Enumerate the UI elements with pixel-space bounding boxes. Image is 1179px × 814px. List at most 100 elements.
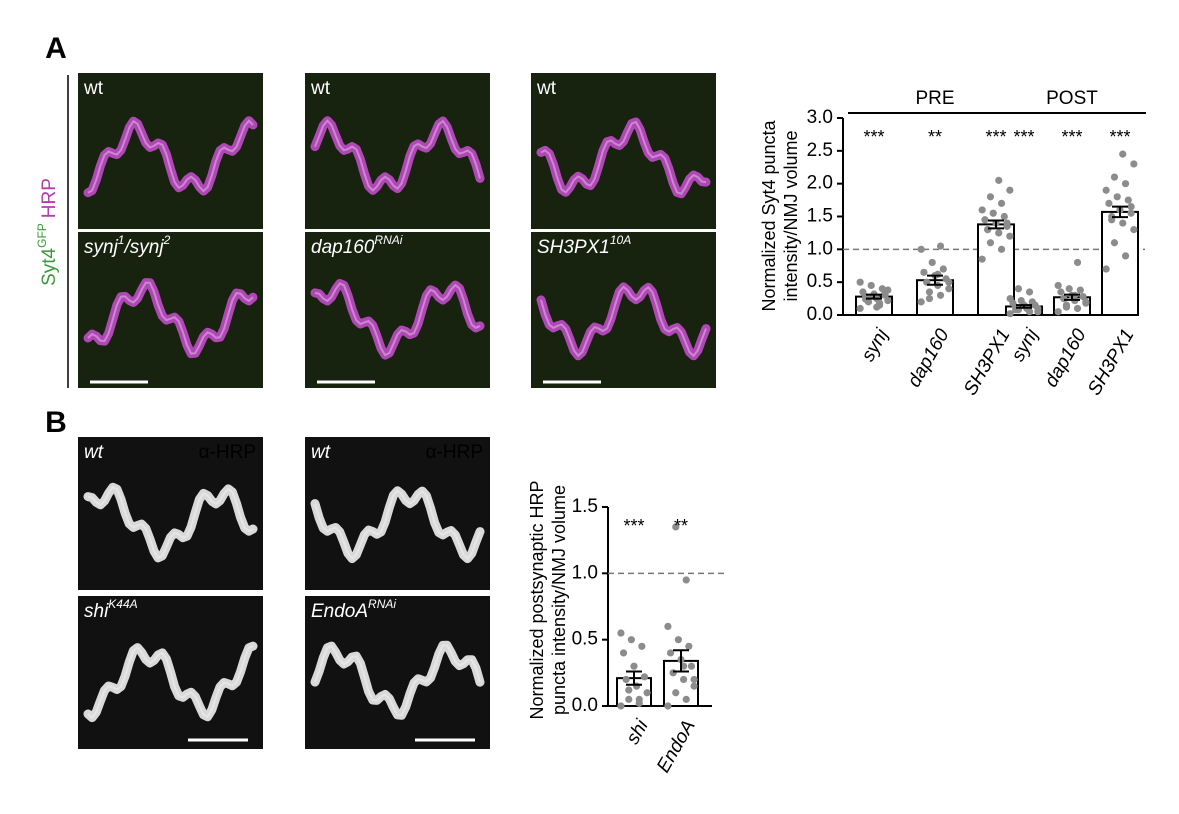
- data-point: [856, 304, 864, 313]
- neuron-core: [314, 489, 481, 561]
- data-point: [1065, 285, 1073, 293]
- image-bg: [78, 437, 263, 590]
- data-point: [1130, 160, 1138, 168]
- error-bar: [1112, 205, 1128, 219]
- data-point: [995, 229, 1003, 237]
- error-bar: [1016, 304, 1032, 309]
- y-tick-label: 1.5: [807, 206, 833, 227]
- data-point: [672, 523, 680, 531]
- data-point: [1102, 265, 1110, 273]
- data-point: [978, 206, 986, 214]
- error-bar: [866, 293, 882, 300]
- neuron-core: [314, 644, 481, 717]
- x-tick-label: synj: [858, 325, 893, 365]
- data-point: [997, 245, 1006, 253]
- significance: **: [674, 516, 688, 536]
- x-tick-label: EndoA: [653, 717, 700, 777]
- neuron-core: [87, 645, 254, 720]
- data-point: [627, 636, 635, 644]
- y-label-line: intensity/NMJ volume: [781, 130, 801, 301]
- image-label: SH3PX110A: [537, 233, 631, 258]
- data-point: [989, 209, 997, 217]
- data-point: [925, 288, 934, 296]
- neuron-core: [87, 119, 254, 194]
- y-label-line: Normalized postsynaptic HRP: [527, 480, 547, 719]
- label-sup: RNAi: [368, 597, 396, 611]
- neuron: [83, 482, 258, 563]
- image-label: wt: [84, 442, 104, 463]
- label-text: SH3PX1: [537, 237, 610, 258]
- data-point: [635, 695, 643, 703]
- data-point: [1073, 304, 1082, 313]
- y-axis-label: Normalized Syt4 puncta intensity/NMJ volu…: [759, 119, 801, 311]
- y-tick-label: 0.0: [807, 304, 833, 325]
- image-bg: [531, 73, 716, 229]
- data-point: [1110, 173, 1119, 181]
- image-label: wt: [310, 78, 331, 99]
- error-bar: [988, 219, 1004, 230]
- data-point: [1000, 212, 1008, 221]
- neuron: [310, 279, 485, 360]
- label-text: wt: [311, 442, 331, 463]
- data-point: [995, 176, 1003, 184]
- neuron-core: [314, 119, 481, 192]
- label-text: wt: [310, 78, 331, 99]
- y-tick-label: 1.5: [572, 496, 598, 517]
- data-point: [682, 695, 690, 703]
- x-tick-label: dap160: [1041, 325, 1091, 391]
- data-point: [617, 629, 625, 637]
- data-point: [638, 642, 646, 650]
- stain-label: Syt4GFP HRP: [35, 178, 60, 286]
- micrograph: [305, 596, 490, 749]
- image-label: dap160RNAi: [311, 233, 403, 258]
- y-tick-label: 1.0: [807, 238, 833, 259]
- micrograph: [78, 437, 263, 590]
- data-point: [1113, 193, 1121, 201]
- data-point: [1054, 308, 1062, 316]
- error-bar: [1064, 293, 1080, 301]
- label-text: /synj: [122, 237, 164, 258]
- data-point: [619, 649, 628, 657]
- data-point: [997, 199, 1006, 207]
- data-point: [1127, 203, 1135, 211]
- stain-label: α-HRP: [199, 442, 256, 463]
- neuron: [310, 116, 485, 195]
- data-point: [1006, 186, 1014, 194]
- data-point: [1130, 226, 1138, 234]
- micrograph: [531, 232, 716, 388]
- neuron-core: [540, 285, 707, 358]
- stain-counter: HRP: [39, 178, 60, 218]
- data-point: [936, 242, 945, 250]
- data-point: [939, 265, 947, 273]
- data-point: [690, 675, 698, 684]
- image-label: shiK44A: [84, 597, 138, 622]
- data-point: [1121, 180, 1130, 188]
- data-point: [1028, 298, 1036, 306]
- data-point: [1003, 219, 1011, 227]
- data-point: [672, 689, 680, 697]
- data-point: [617, 702, 625, 710]
- data-point: [1079, 293, 1087, 301]
- neuron: [536, 117, 711, 199]
- data-point: [1025, 288, 1034, 296]
- stain-sup: GFP: [35, 223, 49, 248]
- data-point: [859, 288, 867, 296]
- y-tick-label: 2.5: [807, 140, 833, 161]
- neuron-core: [314, 282, 481, 357]
- image-label: wt: [536, 78, 557, 99]
- data-point: [1057, 288, 1065, 296]
- y-tick-label: 3.0: [807, 107, 833, 128]
- label-sup: K44A: [108, 597, 137, 611]
- error-bar: [626, 670, 642, 686]
- y-tick-label: 2.0: [807, 173, 833, 194]
- data-point: [1062, 303, 1071, 311]
- neuron: [83, 641, 258, 723]
- data-point: [856, 278, 864, 286]
- label-sup: 1: [118, 233, 125, 247]
- y-label-line: puncta intensity/NMJ volume: [549, 485, 569, 715]
- data-point: [643, 689, 651, 697]
- data-point: [920, 268, 928, 276]
- data-point: [984, 226, 992, 234]
- y-tick-label: 1.0: [572, 562, 598, 583]
